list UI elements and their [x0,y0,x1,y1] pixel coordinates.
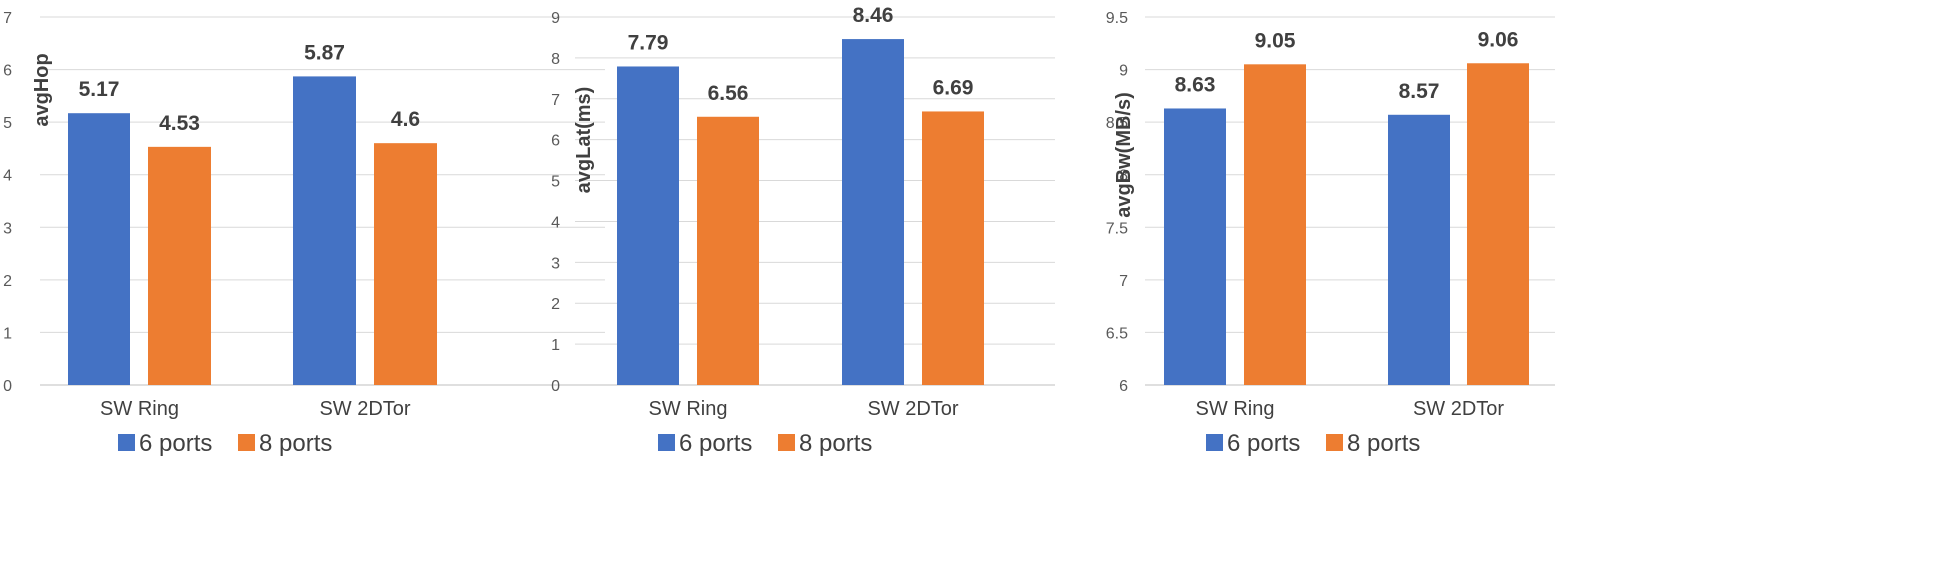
x-category-label: SW Ring [649,398,728,420]
y-axis-label: avgBw(MB/s) [1113,92,1135,218]
y-tick-label: 5 [3,115,12,132]
chart-panel-1: 0 1 2 3 4 5 6 7 avgHop 5.17 4.53 SW Ring 5.87 4.6 SW 2… [3,10,605,457]
y-tick-label: 7 [1119,273,1128,290]
y-tick-label: 8 [551,51,560,68]
bar-8-ports-SW-2DTor [374,143,437,385]
y-tick-label: 6 [1119,378,1128,395]
y-tick-label: 1 [551,337,560,354]
legend-label: 8 ports [1347,430,1420,457]
chart-panel-3: 6 6.5 7 7.5 8 8.5 9 9.5 avgBw(MB/s) 8.63 9.05 SW Ri… [1106,10,1555,457]
y-tick-label: 9.5 [1106,10,1128,27]
data-label: 7.79 [628,31,669,54]
chart-panel-2: 0 1 2 3 4 5 6 7 8 9 avgLat(ms) 7.79 6.56 SW Ring 8.46 6… [551,4,1055,457]
legend-swatch [1206,434,1223,451]
data-label: 6.56 [708,82,749,105]
y-tick-label: 4 [3,168,12,185]
legend-swatch [1326,434,1343,451]
bar-8-ports-SW-2DTor [922,111,984,385]
y-tick-label: 3 [551,255,560,272]
data-label: 8.46 [853,4,894,27]
y-tick-label: 8 [1119,168,1128,185]
data-label: 9.06 [1478,28,1519,51]
data-label: 5.87 [304,41,345,64]
bar-6-ports-SW-2DTor [842,39,904,386]
data-label: 8.57 [1399,80,1440,103]
x-category-label: SW 2DTor [1413,398,1504,420]
legend-swatch [778,434,795,451]
y-tick-label: 6 [551,133,560,150]
bar-8-ports-SW-Ring [697,116,759,385]
y-axis-label: avgHop [31,53,53,126]
x-category-label: SW 2DTor [867,398,958,420]
legend-label: 6 ports [139,430,212,457]
legend-swatch [238,434,255,451]
y-tick-label: 7.5 [1106,220,1128,237]
y-tick-label: 2 [3,273,12,290]
y-tick-label: 1 [3,325,12,342]
y-tick-label: 7 [551,92,560,109]
y-tick-label: 8.5 [1106,115,1128,132]
data-label: 5.17 [79,78,120,101]
data-label: 6.69 [933,76,974,99]
bar-6-ports-SW-Ring [68,113,130,385]
bar-8-ports-SW-Ring [1244,64,1306,386]
bar-8-ports-SW-2DTor [1467,63,1529,386]
bar-6-ports-SW-2DTor [293,76,356,386]
data-label: 9.05 [1255,29,1296,52]
y-tick-label: 2 [551,296,560,313]
data-label: 4.6 [391,108,420,131]
legend-label: 6 ports [679,430,752,457]
y-tick-label: 3 [3,220,12,237]
y-tick-label: 0 [3,378,12,395]
y-tick-label: 6.5 [1106,325,1128,342]
y-axis-label: avgLat(ms) [573,87,595,194]
x-category-label: SW Ring [100,398,179,420]
data-label: 8.63 [1175,73,1216,96]
y-tick-label: 5 [551,174,560,191]
y-tick-label: 9 [551,10,560,27]
legend-label: 6 ports [1227,430,1300,457]
y-tick-label: 0 [551,378,560,395]
legend-swatch [118,434,135,451]
bar-6-ports-SW-2DTor [1388,114,1450,385]
legend-label: 8 ports [799,430,872,457]
legend-label: 8 ports [259,430,332,457]
data-label: 4.53 [159,112,200,135]
y-tick-label: 6 [3,63,12,80]
legend-swatch [658,434,675,451]
y-tick-label: 7 [3,10,12,27]
bar-6-ports-SW-Ring [617,66,679,385]
x-category-label: SW Ring [1196,398,1275,420]
bar-6-ports-SW-Ring [1164,108,1226,385]
bar-8-ports-SW-Ring [148,146,211,385]
x-category-label: SW 2DTor [319,398,410,420]
y-tick-label: 4 [551,214,560,231]
y-tick-label: 9 [1119,63,1128,80]
